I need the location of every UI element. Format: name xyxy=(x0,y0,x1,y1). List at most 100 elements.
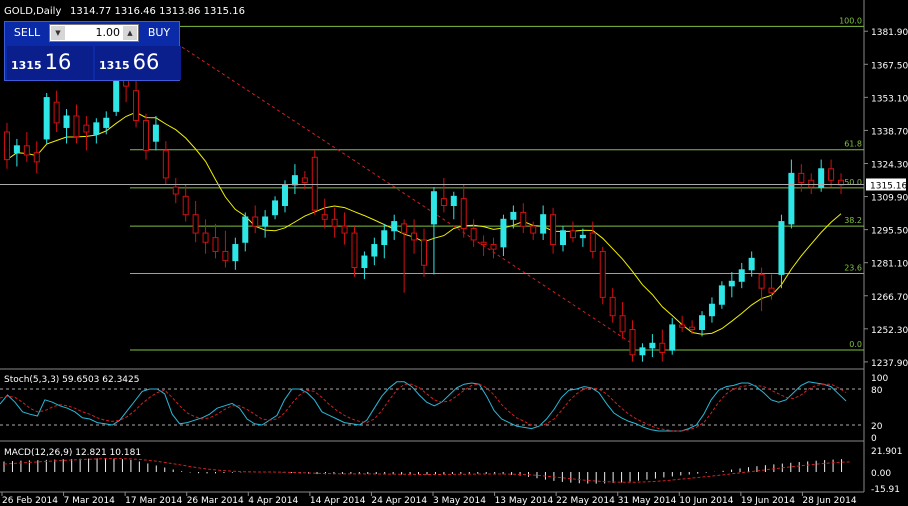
time-tick-label: 7 Mar 2014 xyxy=(64,496,116,506)
candle-body xyxy=(699,315,706,331)
price-tick-label: 1353.10 xyxy=(871,94,908,104)
candle-body xyxy=(391,221,398,232)
stoch-tick-label: 20 xyxy=(871,422,883,432)
candle-body xyxy=(421,239,427,266)
candle-body xyxy=(222,250,229,262)
candle-body xyxy=(212,237,219,252)
stoch-signal-line xyxy=(0,383,847,432)
candle-body xyxy=(291,175,298,186)
candle-body xyxy=(708,303,715,317)
candle-body xyxy=(281,184,288,207)
candle-body xyxy=(609,296,616,317)
candle-body xyxy=(73,115,80,138)
candle-body xyxy=(3,131,10,161)
fib-level-label: 38.2 xyxy=(844,216,862,225)
candle-body xyxy=(560,230,567,246)
candle-body xyxy=(202,232,209,243)
lot-size-stepper[interactable]: ▼ 1.00 ▲ xyxy=(49,24,139,42)
stoch-tick-label: 100 xyxy=(871,374,888,384)
candle-body xyxy=(411,232,418,241)
candle-body xyxy=(341,225,348,234)
buy-button[interactable]: BUY xyxy=(147,26,171,39)
time-tick-label: 4 Apr 2014 xyxy=(248,496,298,506)
sell-button[interactable]: SELL xyxy=(13,26,41,39)
price-tick-label: 1237.90 xyxy=(871,359,908,369)
price-tick-label: 1324.30 xyxy=(871,160,908,170)
axes: 1381.90 1367.50 1353.10 1338.70 1324.30 1309.… xyxy=(1,28,908,506)
candle-body xyxy=(579,234,586,239)
time-tick-label: 31 May 2014 xyxy=(618,496,677,506)
lot-size-value[interactable]: 1.00 xyxy=(95,26,121,39)
candle-body xyxy=(142,120,149,151)
macd-tick-label: 0.00 xyxy=(871,469,891,479)
candle-body xyxy=(232,244,239,262)
candle-body xyxy=(311,156,318,211)
candle-body xyxy=(728,280,735,287)
candle-body xyxy=(569,230,576,239)
candle-body xyxy=(23,145,30,156)
candle-body xyxy=(401,223,408,234)
candle-body xyxy=(629,329,636,356)
time-tick-label: 3 May 2014 xyxy=(433,496,486,506)
candle-body xyxy=(63,115,70,128)
candle-body xyxy=(798,172,805,184)
time-tick-label: 26 Feb 2014 xyxy=(2,496,58,506)
candle-body xyxy=(83,124,90,133)
decrease-lot-icon[interactable]: ▼ xyxy=(51,26,65,40)
candle-body xyxy=(808,179,815,188)
time-tick-label: 10 Jun 2014 xyxy=(679,496,733,506)
candle-body xyxy=(450,195,457,207)
fib-level-label: 0.0 xyxy=(849,340,862,349)
candle-body xyxy=(599,250,606,298)
time-tick-label: 22 May 2014 xyxy=(556,496,615,506)
candle-body xyxy=(659,342,666,353)
candle-body xyxy=(530,225,537,234)
price-tick-label: 1381.90 xyxy=(871,28,908,38)
macd-panel[interactable] xyxy=(3,458,851,484)
one-click-trading-panel: SELL ▼ 1.00 ▲ BUY 1315 16 1315 66 xyxy=(4,21,181,81)
price-tick-label: 1338.70 xyxy=(871,127,908,137)
candle-body xyxy=(162,149,169,179)
candle-body xyxy=(152,124,159,142)
candle-body xyxy=(649,342,656,349)
candle-body xyxy=(520,211,527,227)
symbol-title: GOLD,Daily xyxy=(4,6,61,17)
candle-body xyxy=(748,257,755,271)
buy-price-prefix: 1315 xyxy=(99,59,130,72)
candle-body xyxy=(480,241,487,246)
main-price-panel[interactable]: 100.0 61.8 50.0 38.2 23.6 0.0 xyxy=(0,16,864,362)
candle-body xyxy=(272,200,279,216)
candle-body xyxy=(768,287,775,294)
buy-price-button[interactable]: 1315 66 xyxy=(95,46,181,80)
candle-body xyxy=(550,214,557,246)
time-tick-label: 14 Apr 2014 xyxy=(310,496,366,506)
sell-price-main: 16 xyxy=(44,50,72,74)
candle-body xyxy=(192,214,199,234)
candle-body xyxy=(828,168,835,181)
candle-body xyxy=(53,101,60,124)
price-tick-label: 1266.70 xyxy=(871,293,908,303)
current-price-box xyxy=(866,178,906,191)
stoch-tick-label: 0 xyxy=(871,434,877,444)
candle-body xyxy=(252,216,259,227)
candle-body xyxy=(103,117,110,128)
fib-level-label: 61.8 xyxy=(844,140,862,149)
candle-body xyxy=(718,285,725,305)
increase-lot-icon[interactable]: ▲ xyxy=(123,26,137,40)
sell-price-prefix: 1315 xyxy=(11,59,42,72)
candle-body xyxy=(689,326,696,331)
candle-body xyxy=(172,186,179,195)
candle-body xyxy=(490,244,497,250)
price-tick-label: 1367.50 xyxy=(871,61,908,71)
price-tick-label: 1252.30 xyxy=(871,326,908,336)
sell-price-button[interactable]: 1315 16 xyxy=(7,46,93,80)
stochastic-panel[interactable] xyxy=(0,381,864,432)
candle-body xyxy=(679,324,686,328)
time-tick-label: 17 Mar 2014 xyxy=(125,496,182,506)
time-tick-label: 24 Apr 2014 xyxy=(371,496,427,506)
candle-body xyxy=(351,232,358,269)
macd-signal-line xyxy=(3,458,851,483)
candle-body xyxy=(33,152,40,163)
candle-body xyxy=(301,177,308,184)
